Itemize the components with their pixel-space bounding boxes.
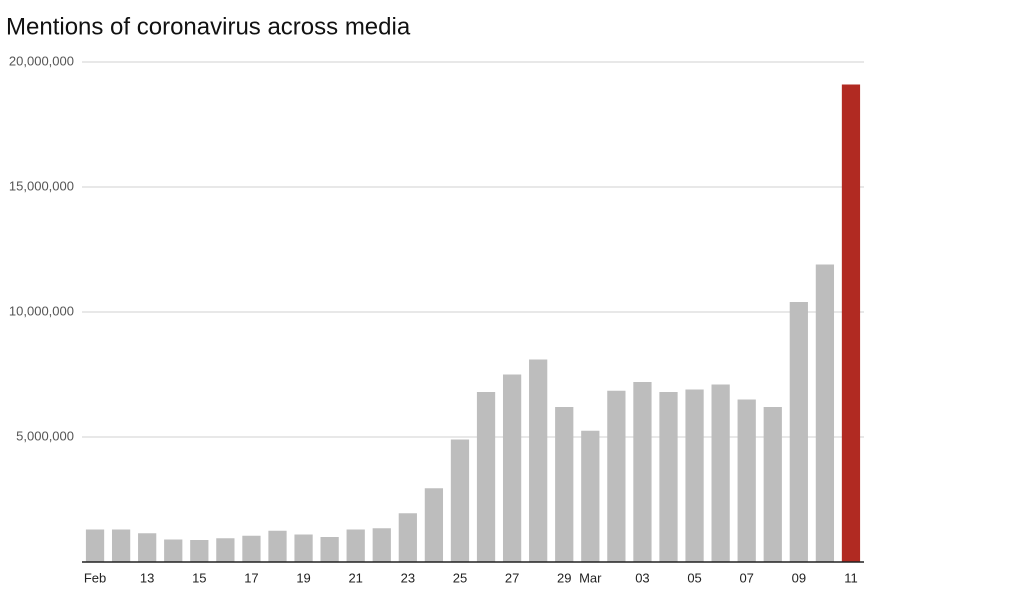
bar [398, 513, 417, 562]
x-tick-label: 03 [635, 570, 649, 585]
bar [216, 538, 235, 562]
x-tick-label: 05 [687, 570, 701, 585]
x-tick-label: 07 [739, 570, 753, 585]
bar [711, 384, 730, 562]
bar [581, 430, 600, 562]
bar [633, 382, 652, 562]
bar [789, 302, 808, 562]
x-tick-label: 29 [557, 570, 571, 585]
bar [138, 533, 157, 562]
bar [841, 84, 861, 562]
x-tick-label: Mar [579, 570, 602, 585]
bar [502, 374, 522, 562]
x-tick-label: Feb [84, 570, 106, 585]
y-tick-label: 20,000,000 [9, 53, 74, 68]
x-tick-label: 19 [296, 570, 310, 585]
bar [372, 528, 391, 562]
bar [346, 529, 365, 562]
bar [242, 535, 261, 562]
x-tick-label: 09 [792, 570, 806, 585]
y-tick-label: 15,000,000 [9, 178, 74, 193]
bar [320, 537, 339, 562]
bar [424, 488, 444, 562]
x-tick-label: 25 [453, 570, 467, 585]
bar [190, 540, 209, 562]
bar [164, 539, 183, 562]
x-tick-label: 15 [192, 570, 206, 585]
bar [111, 529, 131, 562]
bar [763, 407, 782, 562]
x-tick-label: 27 [505, 570, 519, 585]
bar [268, 530, 287, 562]
bar [476, 392, 496, 562]
y-tick-label: 5,000,000 [16, 428, 74, 443]
bar [659, 392, 678, 562]
bar [685, 389, 704, 562]
bar [555, 407, 574, 562]
x-tick-label: 23 [401, 570, 415, 585]
y-tick-label: 10,000,000 [9, 303, 74, 318]
bar [607, 390, 626, 562]
bar [450, 439, 470, 562]
x-tick-label: 21 [348, 570, 362, 585]
x-tick-label: 11 [844, 570, 858, 585]
x-tick-label: 13 [140, 570, 154, 585]
bar [737, 399, 756, 562]
bar [529, 359, 548, 562]
bar [294, 534, 313, 562]
bar [815, 264, 835, 562]
chart-title: Mentions of coronavirus across media [6, 13, 411, 40]
bar [85, 529, 105, 562]
x-tick-label: 17 [244, 570, 258, 585]
